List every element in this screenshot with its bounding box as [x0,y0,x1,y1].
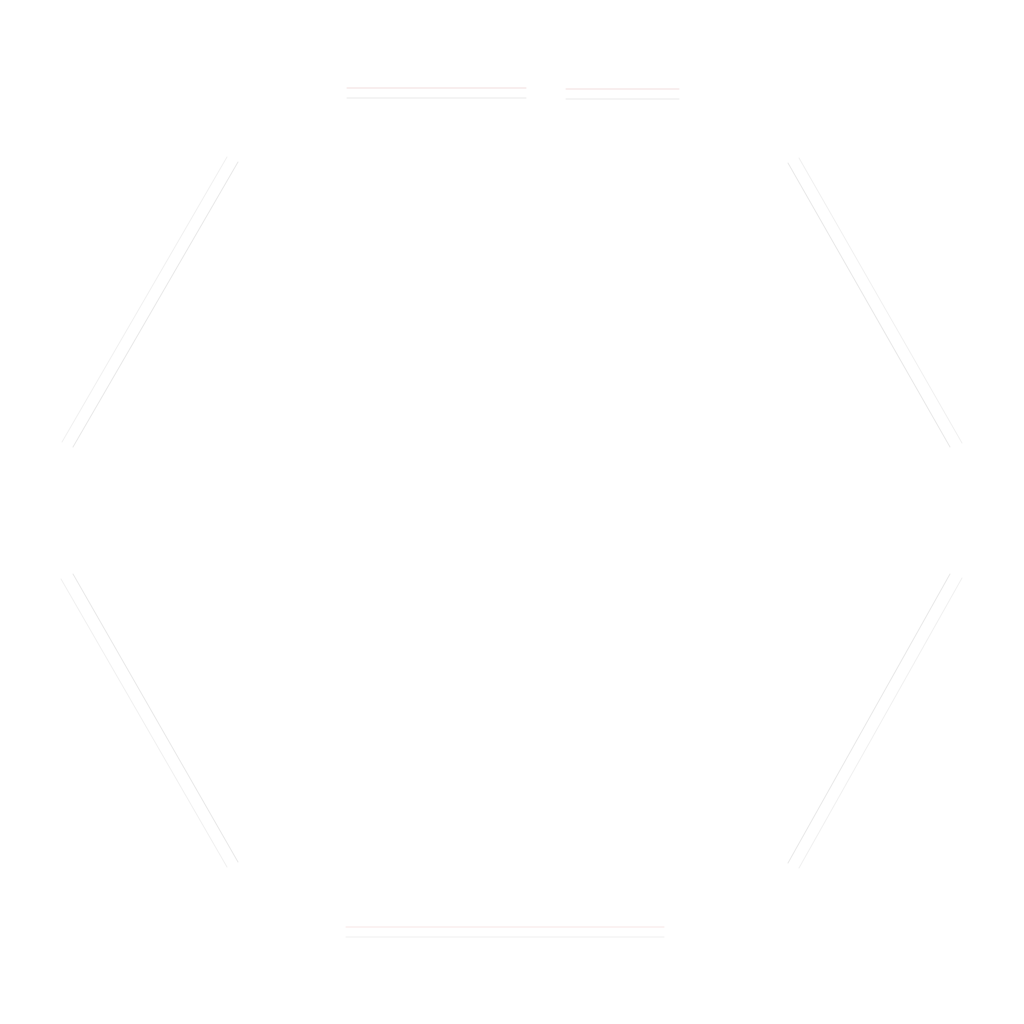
hexagon-side-top [346,87,680,100]
side-lower-left-inner [72,573,239,863]
side-lower-right-inner [787,573,951,864]
hexagon-side-upper-left [61,156,239,448]
side-upper-right-inner [787,162,951,448]
hexagon-side-lower-right [787,573,963,869]
hexagon-side-lower-left [60,573,239,868]
side-upper-right-outer [798,157,963,444]
hexagon-side-bottom [345,926,665,938]
side-lower-right-outer [798,577,963,869]
side-upper-left-outer [61,156,228,443]
side-lower-left-outer [60,578,228,868]
hexagon-side-upper-right [787,157,963,448]
side-upper-left-inner [72,161,239,448]
